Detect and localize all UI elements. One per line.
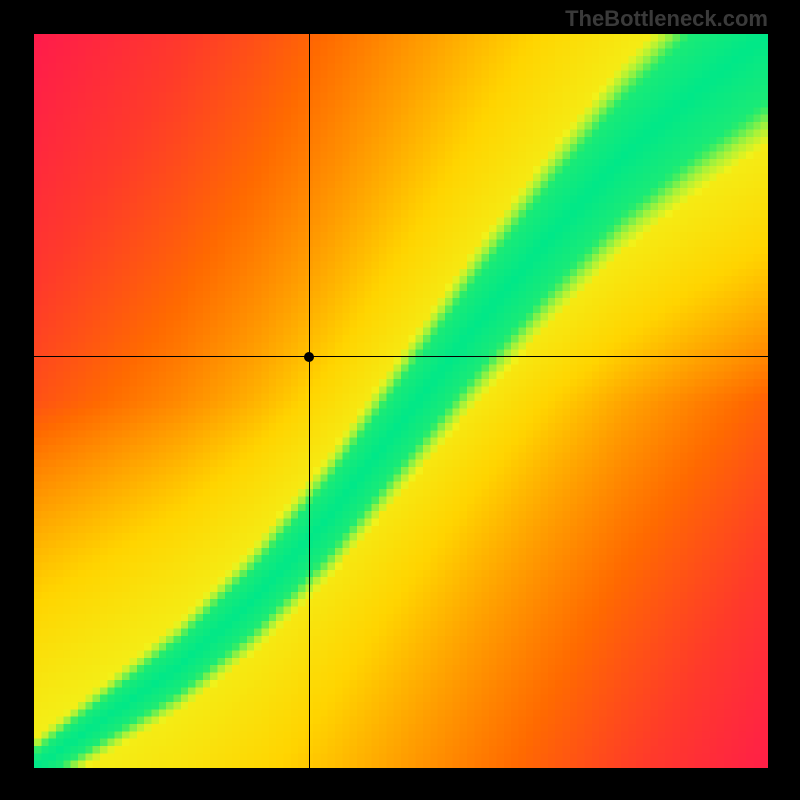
bottleneck-heatmap xyxy=(34,34,768,768)
watermark-text: TheBottleneck.com xyxy=(565,6,768,32)
crosshair-vertical xyxy=(309,34,310,768)
intersection-marker xyxy=(304,352,314,362)
crosshair-horizontal xyxy=(34,356,768,357)
chart-container: TheBottleneck.com xyxy=(0,0,800,800)
